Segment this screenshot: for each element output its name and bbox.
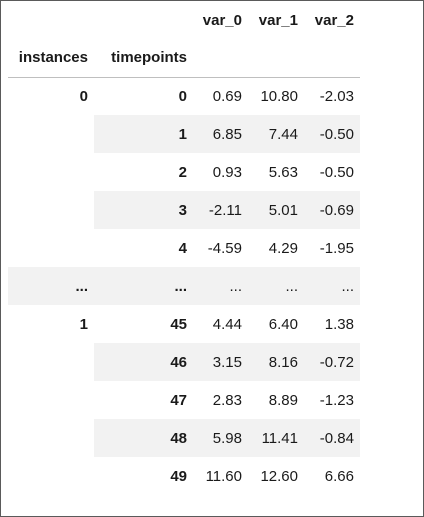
instance-index-cell <box>8 419 94 457</box>
timepoint-index-cell: ... <box>94 267 193 305</box>
table-row: 2 0.93 5.63 -0.50 <box>8 153 360 191</box>
value-cell-var-2: -0.84 <box>304 419 360 457</box>
value-cell-var-1: 10.80 <box>260 87 298 105</box>
value-cell-var-2: -0.50 <box>319 163 354 181</box>
timepoint-index-cell: 4 <box>178 239 187 257</box>
instance-index-cell: 1 <box>79 315 88 333</box>
value-cell-var-0: 4.44 <box>212 315 242 333</box>
table-row: 1 6.85 7.44 -0.50 <box>8 115 360 153</box>
timepoint-index-cell: 1 <box>94 115 193 153</box>
value-cell-var-2: 1.38 <box>324 315 354 333</box>
instance-index-cell <box>8 115 94 153</box>
instance-index-cell: 0 <box>79 87 88 105</box>
dataframe-table: var_0 var_1 var_2 instances timepoints 0… <box>8 1 360 495</box>
column-header-row: var_0 var_1 var_2 <box>8 1 360 39</box>
instance-index-cell <box>8 191 94 229</box>
index-name-instances: instances <box>18 49 88 67</box>
table-row: 49 11.60 12.60 6.66 <box>8 457 360 495</box>
table-row: 1 45 4.44 6.40 1.38 <box>8 305 360 343</box>
value-cell-var-2: ... <box>304 267 360 305</box>
instance-index-cell <box>8 343 94 381</box>
ellipsis-row: ............... <box>8 267 360 305</box>
value-cell-var-0: 0.93 <box>212 163 242 181</box>
instance-index-cell <box>8 229 94 267</box>
value-cell-var-1: 12.60 <box>260 467 298 485</box>
value-cell-var-2: -1.95 <box>319 239 354 257</box>
value-cell-var-0: ... <box>193 267 248 305</box>
column-header: var_0 <box>202 11 242 29</box>
table-row: 0 0 0.69 10.80 -2.03 <box>8 77 360 115</box>
timepoint-index-cell: 3 <box>94 191 193 229</box>
value-cell-var-1: ... <box>248 267 304 305</box>
timepoint-index-cell: 0 <box>178 87 187 105</box>
value-cell-var-1: 4.29 <box>268 239 298 257</box>
value-cell-var-0: 2.83 <box>212 391 242 409</box>
value-cell-var-1: 5.01 <box>248 191 304 229</box>
timepoint-index-cell: 46 <box>94 343 193 381</box>
table-row: 47 2.83 8.89 -1.23 <box>8 381 360 419</box>
value-cell-var-2: 6.66 <box>324 467 354 485</box>
value-cell-var-1: 8.89 <box>268 391 298 409</box>
value-cell-var-0: -4.59 <box>207 239 242 257</box>
table-row: 3 -2.11 5.01 -0.69 <box>8 191 360 229</box>
value-cell-var-1: 8.16 <box>248 343 304 381</box>
value-cell-var-1: 5.63 <box>268 163 298 181</box>
instance-index-cell <box>8 153 94 191</box>
column-header: var_1 <box>258 11 298 29</box>
value-cell-var-0: 6.85 <box>193 115 248 153</box>
timepoint-index-cell: 49 <box>170 467 187 485</box>
value-cell-var-0: 3.15 <box>193 343 248 381</box>
value-cell-var-0: 5.98 <box>193 419 248 457</box>
timepoint-index-cell: 45 <box>170 315 187 333</box>
table-row: 48 5.98 11.41 -0.84 <box>8 419 360 457</box>
value-cell-var-1: 11.41 <box>248 419 304 457</box>
instance-index-cell: ... <box>8 267 94 305</box>
instance-index-cell <box>8 381 94 419</box>
index-name-timepoints: timepoints <box>111 49 187 67</box>
value-cell-var-2: -1.23 <box>319 391 354 409</box>
timepoint-index-cell: 48 <box>94 419 193 457</box>
column-header: var_2 <box>314 11 354 29</box>
value-cell-var-0: 11.60 <box>205 467 242 485</box>
value-cell-var-2: -0.72 <box>304 343 360 381</box>
table-row: 4 -4.59 4.29 -1.95 <box>8 229 360 267</box>
timepoint-index-cell: 47 <box>170 391 187 409</box>
value-cell-var-1: 6.40 <box>268 315 298 333</box>
timepoint-index-cell: 2 <box>178 163 187 181</box>
value-cell-var-2: -2.03 <box>319 87 354 105</box>
value-cell-var-0: -2.11 <box>193 191 248 229</box>
instance-index-cell <box>8 457 94 495</box>
table-row: 46 3.15 8.16 -0.72 <box>8 343 360 381</box>
value-cell-var-0: 0.69 <box>212 87 242 105</box>
value-cell-var-2: -0.69 <box>304 191 360 229</box>
value-cell-var-1: 7.44 <box>248 115 304 153</box>
value-cell-var-2: -0.50 <box>304 115 360 153</box>
index-names-row: instances timepoints <box>8 39 360 77</box>
